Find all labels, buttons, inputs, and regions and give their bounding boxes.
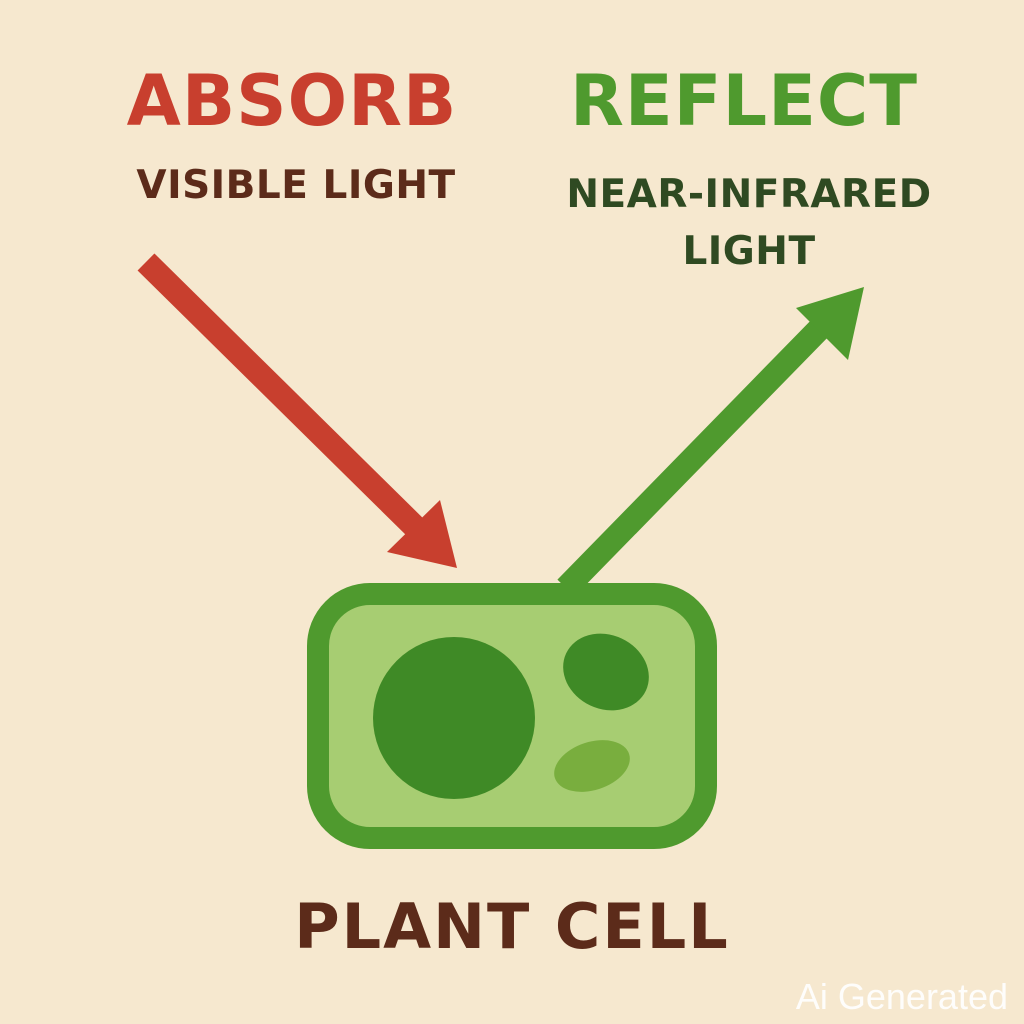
organelle-dark: [563, 633, 649, 711]
absorb-title: ABSORB: [126, 60, 458, 142]
plant-cell-icon: [307, 583, 717, 849]
absorb-arrowhead: [387, 500, 457, 568]
reflect-arrow-icon: [557, 287, 864, 597]
reflect-arrowhead: [796, 287, 864, 360]
absorb-arrow-icon: [137, 253, 457, 568]
reflect-arrow-shaft: [557, 313, 835, 597]
absorb-arrow-shaft: [137, 253, 431, 543]
reflect-title: REFLECT: [569, 60, 919, 142]
nucleus: [373, 637, 535, 799]
organelle-light: [554, 740, 630, 792]
plant-cell-label: PLANT CELL: [294, 890, 730, 963]
absorb-subtitle: VISIBLE LIGHT: [136, 163, 456, 208]
ai-generated-watermark: Ai Generated: [795, 976, 1008, 1017]
reflect-subtitle: NEAR-INFRARED LIGHT: [566, 172, 932, 274]
